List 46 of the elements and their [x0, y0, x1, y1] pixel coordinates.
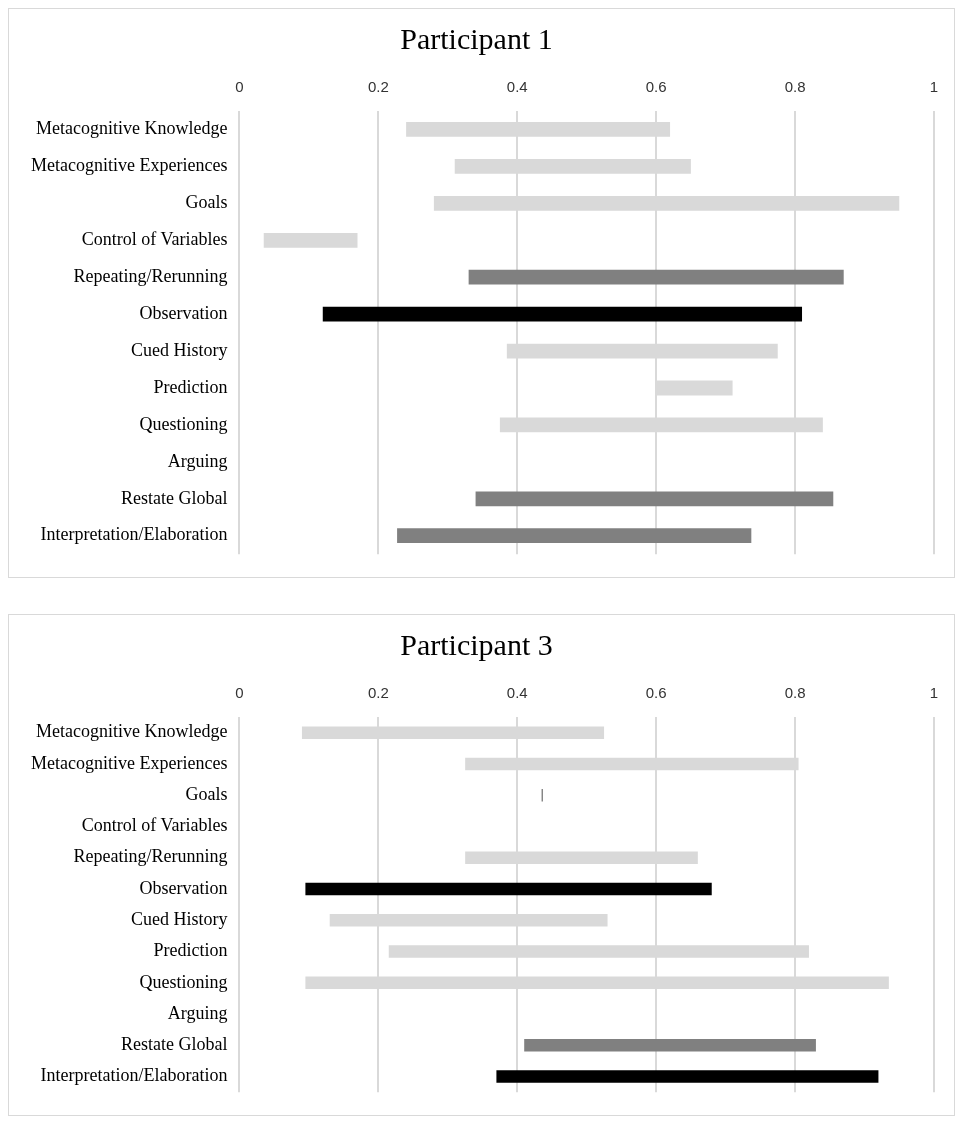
x-tick-label: 0.8: [784, 78, 806, 96]
y-tick-label: Goals: [185, 192, 228, 213]
bar: [263, 232, 358, 248]
x-tick-label: 0.8: [784, 684, 806, 702]
y-tick-label: Cued History: [130, 908, 228, 929]
x-tick-label: 0.4: [506, 684, 528, 702]
x-tick-label: 0.4: [506, 78, 528, 96]
y-tick-label: Interpretation/Elaboration: [40, 524, 228, 545]
bar: [475, 491, 834, 507]
x-tick-label: 1: [929, 78, 939, 96]
x-tick-label: 1: [929, 684, 939, 702]
y-tick-label: Questioning: [139, 971, 228, 992]
x-tick-label: 0: [235, 78, 244, 96]
x-tick-label: 0.6: [645, 684, 667, 702]
chart-title: Participant 1: [400, 21, 553, 55]
x-tick-label: 0.2: [367, 684, 389, 702]
y-tick-label: Repeating/Rerunning: [73, 846, 228, 867]
x-tick-label: 0.2: [367, 78, 389, 96]
y-tick-label: Prediction: [153, 940, 228, 961]
y-tick-label: Interpretation/Elaboration: [40, 1065, 228, 1086]
y-tick-label: Repeating/Rerunning: [73, 265, 228, 286]
y-tick-label: Prediction: [153, 376, 228, 397]
bar: [524, 1039, 816, 1052]
y-tick-label: Cued History: [130, 339, 228, 360]
bar: [496, 1070, 879, 1083]
x-tick-label: 0.6: [645, 78, 667, 96]
y-tick-label: Goals: [185, 783, 228, 804]
chart-title: Participant 3: [400, 627, 553, 661]
bar: [322, 306, 803, 322]
y-tick-label: Metacognitive Knowledge: [35, 118, 228, 139]
x-tick-label: 0: [235, 684, 244, 702]
y-tick-label: Restate Global: [120, 487, 228, 508]
bar: [305, 882, 712, 896]
y-tick-label: Restate Global: [120, 1034, 228, 1055]
y-tick-label: Control of Variables: [81, 815, 228, 836]
y-tick-label: Metacognitive Knowledge: [35, 721, 228, 742]
y-tick-label: Questioning: [139, 413, 228, 434]
y-tick-label: Arguing: [167, 1002, 228, 1023]
bar: [468, 269, 844, 285]
y-tick-label: Metacognitive Experiences: [31, 752, 228, 773]
y-tick-label: Observation: [139, 877, 228, 898]
y-tick-label: Control of Variables: [81, 229, 228, 249]
bar: [397, 528, 752, 544]
y-tick-label: Arguing: [167, 450, 228, 471]
y-tick-label: Observation: [139, 302, 228, 323]
y-tick-label: Metacognitive Experiences: [31, 155, 228, 176]
